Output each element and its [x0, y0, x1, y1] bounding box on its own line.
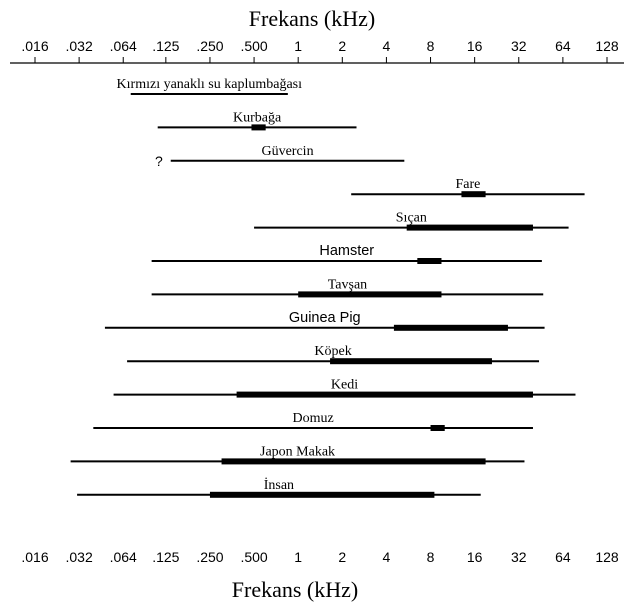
bottom-tick-label: .125: [152, 549, 179, 565]
species-row: Kedi: [113, 378, 576, 398]
species-row: Sıçan: [254, 211, 569, 231]
species-label: Japon Makak: [260, 444, 335, 459]
top-tick-label: 4: [383, 38, 391, 54]
top-tick-label: 64: [555, 38, 571, 54]
best-sensitivity-bar: [298, 291, 442, 298]
top-tick-label: 16: [467, 38, 483, 54]
species-label: Domuz: [293, 411, 334, 426]
top-tick-label: .125: [152, 38, 179, 54]
top-tick-label: .064: [110, 38, 137, 54]
species-row: Fare: [351, 177, 585, 198]
bottom-tick-label: 4: [383, 549, 391, 565]
top-tick-label: 8: [427, 38, 435, 54]
species-label: Güvercin: [261, 144, 313, 159]
species-row: Domuz: [93, 411, 533, 431]
bottom-tick-label: .064: [110, 549, 137, 565]
species-label: Kedi: [331, 378, 358, 393]
top-tick-label: 32: [511, 38, 527, 54]
species-row: Hamster: [151, 243, 542, 264]
species-ranges: Kırmızı yanaklı su kaplumbağası Kurbağa Gü…: [70, 77, 585, 498]
top-tick-label: 1: [294, 38, 302, 54]
best-sensitivity-bar: [430, 425, 445, 431]
best-sensitivity-bar: [417, 258, 442, 264]
best-sensitivity-bar: [236, 391, 533, 398]
top-tick-label: .250: [196, 38, 223, 54]
best-sensitivity-bar: [330, 358, 492, 365]
top-tick-label: .016: [21, 38, 48, 54]
species-label: Sıçan: [396, 211, 427, 226]
species-row: İnsan: [77, 477, 481, 498]
species-row: Güvercin?: [155, 144, 405, 169]
bottom-tick-label: 32: [511, 549, 527, 565]
species-row: Kırmızı yanaklı su kaplumbağası: [117, 77, 303, 95]
species-label: Köpek: [314, 344, 351, 359]
bottom-tick-label: 16: [467, 549, 483, 565]
best-sensitivity-bar: [221, 458, 486, 465]
best-sensitivity-bar: [251, 124, 266, 131]
species-label: Tavşan: [328, 277, 367, 292]
species-label: Fare: [455, 177, 480, 192]
bottom-tick-label: 8: [427, 549, 435, 565]
top-tick-label: .500: [240, 38, 267, 54]
bottom-tick-label: 128: [595, 549, 619, 565]
species-row: Tavşan: [151, 277, 544, 298]
best-sensitivity-bar: [209, 491, 435, 498]
species-label: Kurbağa: [233, 110, 282, 125]
bottom-tick-label: .032: [65, 549, 92, 565]
uncertainty-mark: ?: [155, 153, 163, 169]
bottom-tick-label: .016: [21, 549, 48, 565]
top-axis-ticks: .016 .032 .064 .125 .250 .500 1 2 4 8 16 32 64 128: [21, 38, 619, 63]
bottom-tick-label: 64: [555, 549, 571, 565]
bottom-axis-ticks: .016 .032 .064 .125 .250 .500 1 2 4 8 16 32 64 128: [21, 549, 619, 565]
species-row: Köpek: [127, 344, 540, 365]
best-sensitivity-bar: [461, 191, 486, 198]
species-row: Guinea Pig: [104, 310, 545, 331]
species-label: İnsan: [264, 477, 294, 493]
top-tick-label: 2: [338, 38, 346, 54]
bottom-tick-label: 2: [338, 549, 346, 565]
top-axis-title: Frekans (kHz): [249, 6, 375, 31]
bottom-tick-label: .250: [196, 549, 223, 565]
best-sensitivity-bar: [406, 224, 533, 231]
species-label: Hamster: [319, 243, 374, 259]
bottom-tick-label: 1: [294, 549, 302, 565]
species-row: Japon Makak: [70, 444, 525, 465]
species-label: Kırmızı yanaklı su kaplumbağası: [117, 77, 303, 92]
bottom-axis-title: Frekans (kHz): [232, 577, 358, 602]
top-tick-label: 128: [595, 38, 619, 54]
top-tick-label: .032: [65, 38, 92, 54]
species-row: Kurbağa: [157, 110, 357, 131]
bottom-tick-label: .500: [240, 549, 267, 565]
species-label: Guinea Pig: [289, 310, 361, 326]
best-sensitivity-bar: [393, 324, 508, 331]
